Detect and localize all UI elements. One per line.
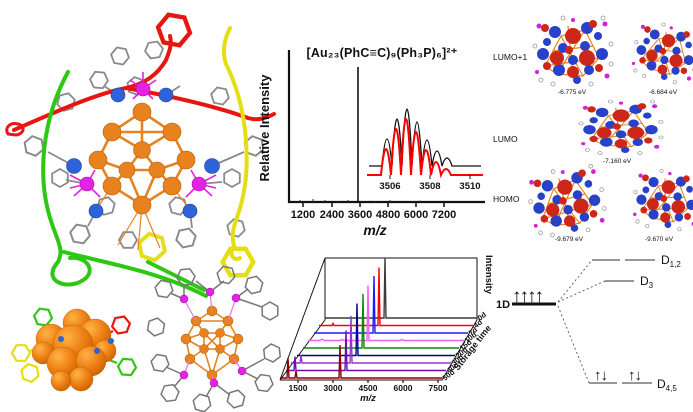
waterfall-ylabel: Intensity	[483, 255, 494, 295]
svg-text:7200: 7200	[432, 209, 456, 221]
space-filling-panel	[11, 307, 138, 392]
paired-electron-arrows: ↑↓	[628, 367, 641, 384]
gold-space-fill	[31, 308, 117, 392]
yellow-alkynyl-ribbon	[133, 26, 254, 275]
cluster-formula: [Au₂₃(PhC≡C)₉(Ph₃P)₆]²⁺	[306, 46, 458, 60]
ball-stick-panel	[143, 265, 284, 412]
mass-spectrum-panel: 3506 3508 3510 1200 2400 3600 4800 6000 …	[257, 50, 485, 238]
inset-tick: 3508	[419, 181, 440, 192]
gold-core	[88, 102, 196, 251]
initial-electron-arrows: ↑↑↑↑	[512, 286, 542, 307]
trace-0d	[325, 257, 477, 319]
homo-left-orbital	[524, 162, 610, 241]
level-label-d12: D1,2	[661, 253, 681, 269]
ms-isotope-inset: 3506 3508 3510	[367, 108, 483, 192]
trace-20d	[297, 303, 455, 357]
initial-state-label: 1D	[496, 299, 510, 311]
phosphine-ligands	[179, 287, 247, 388]
trace-4d	[319, 267, 473, 327]
waterfall-xlabel: m/z	[360, 393, 376, 404]
trace-10d	[308, 285, 464, 342]
ms-ylabel: Relative Intensity	[257, 74, 272, 182]
level-label-d45: D4,5	[657, 377, 677, 393]
ms-main-peak	[299, 67, 470, 203]
orbital-energy: -9.670 eV	[645, 236, 674, 243]
simulated-trace	[367, 118, 483, 179]
svg-text:3000: 3000	[324, 383, 343, 393]
svg-text:4800: 4800	[376, 209, 400, 221]
energy-diagram-panel: 1D ↑↑↑↑ D1,2 D3 D4,5 ↑↓ ↑↓	[496, 253, 681, 393]
splitting-connectors	[557, 259, 606, 384]
phosphorus-atoms	[69, 72, 217, 198]
paired-electron-arrows: ↑↓	[594, 367, 607, 384]
orbitals-panel: LUMO+1 -6.775 eV -6.684 eV LUMO -7.160 e…	[493, 15, 693, 243]
trace-30d	[291, 315, 451, 364]
trace-40d	[286, 330, 446, 372]
lumo-orbital	[578, 99, 664, 156]
lumo-plus1-right-orbital	[627, 17, 693, 89]
trace-7d	[314, 275, 468, 334]
svg-text:1500: 1500	[289, 383, 308, 393]
svg-text:6000: 6000	[404, 209, 428, 221]
experimental-trace	[369, 108, 481, 167]
homo-right-orbital	[629, 166, 693, 234]
orbital-row-label: HOMO	[493, 194, 520, 204]
gold-core	[180, 305, 244, 381]
orbital-energy: -6.775 eV	[558, 89, 587, 96]
orbital-energy: -7.160 eV	[603, 158, 632, 165]
blue-atoms	[58, 336, 114, 354]
phenyl-rings	[143, 265, 284, 412]
waterfall-box	[279, 257, 478, 383]
orbital-energy: -9.679 eV	[555, 236, 584, 243]
blue-atoms	[66, 87, 220, 219]
ms-tick-labels: 1200 2400 3600 4800 6000 7200	[291, 209, 456, 221]
svg-text:3600: 3600	[348, 209, 372, 221]
trace-50d	[280, 344, 442, 379]
waterfall-panel: 0d 4d 7d 10d 15d 20d 30d 40d 50d 1500 30…	[279, 255, 494, 404]
storage-labels: 0d 4d 7d 10d 15d 20d 30d 40d 50d	[441, 310, 489, 383]
inset-tick: 3506	[379, 181, 400, 192]
orbital-row-label: LUMO+1	[493, 52, 528, 62]
ms-xlabel: m/z	[363, 222, 386, 238]
inset-tick: 3510	[459, 181, 480, 192]
lumo-plus1-left-orbital	[532, 15, 614, 87]
svg-text:4500: 4500	[359, 383, 378, 393]
cluster-structure-panel	[5, 0, 276, 298]
waterfall-tick-labels: 1500 3000 4500 6000 7500	[289, 383, 448, 393]
split-levels	[589, 259, 655, 384]
waterfall-traces	[280, 257, 477, 379]
svg-text:2400: 2400	[320, 209, 344, 221]
level-label-d3: D3	[640, 274, 654, 290]
orbital-row-label: LUMO	[493, 134, 518, 144]
orbital-energy: -6.684 eV	[649, 89, 678, 96]
trace-15d	[303, 293, 459, 349]
svg-text:1200: 1200	[291, 209, 315, 221]
svg-text:6000: 6000	[394, 383, 413, 393]
svg-text:7500: 7500	[429, 383, 448, 393]
